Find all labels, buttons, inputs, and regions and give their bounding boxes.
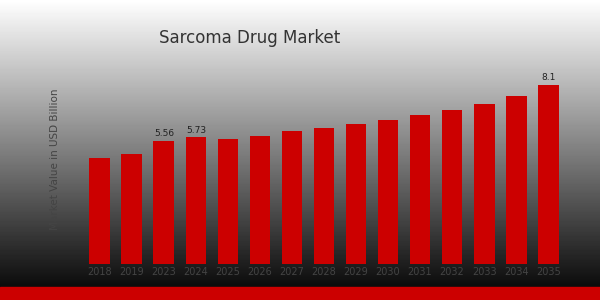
Bar	[154, 141, 175, 264]
Bar	[377, 120, 398, 264]
Bar	[121, 154, 142, 264]
Bar	[218, 139, 238, 264]
Text: 8.1: 8.1	[541, 73, 556, 82]
Bar	[538, 85, 559, 264]
Bar	[346, 124, 367, 264]
Bar	[473, 104, 494, 264]
Y-axis label: Market Value in USD Billion: Market Value in USD Billion	[50, 88, 61, 230]
Text: 5.56: 5.56	[154, 129, 174, 138]
Bar	[410, 116, 430, 264]
Text: 5.73: 5.73	[186, 126, 206, 135]
Bar	[89, 158, 110, 264]
Text: Sarcoma Drug Market: Sarcoma Drug Market	[159, 29, 340, 47]
Bar	[281, 131, 302, 264]
Bar	[506, 96, 527, 264]
Bar	[250, 136, 271, 264]
Bar	[442, 110, 463, 264]
Bar	[185, 137, 206, 264]
Bar	[0, 286, 600, 300]
Bar	[314, 128, 334, 264]
